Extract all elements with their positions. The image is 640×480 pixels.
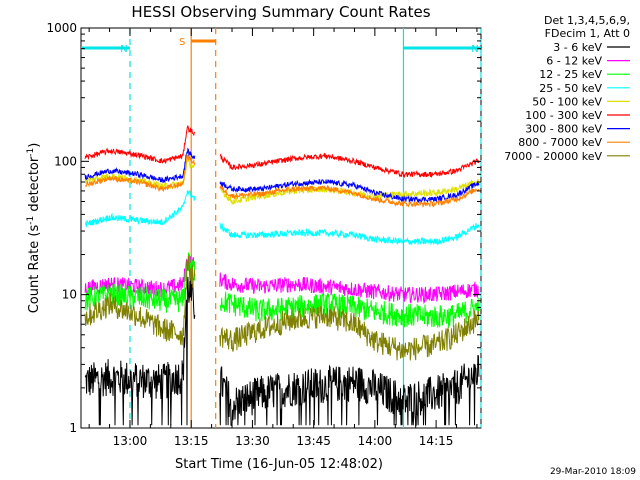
series-line [84, 254, 196, 346]
series-line [219, 222, 480, 246]
series-line [219, 305, 480, 361]
x-tick-label: 14:15 [419, 434, 454, 448]
x-tick-label: 13:45 [296, 434, 331, 448]
legend-label: 100 - 300 keV [525, 109, 602, 122]
chart-title: HESSI Observing Summary Count Rates [131, 3, 430, 21]
legend: Det 1,3,4,5,6,9, FDecim 1, Att 0 3 - 6 k… [504, 14, 630, 163]
y-tick-label: 1000 [46, 21, 77, 35]
x-tick-label: 14:00 [358, 434, 393, 448]
legend-label: 3 - 6 keV [553, 41, 602, 54]
series-line [84, 158, 196, 190]
x-axis-label: Start Time (16-Jun-05 12:48:02) [175, 457, 383, 472]
legend-label: 12 - 25 keV [539, 68, 602, 81]
y-axis-label: Count Rate (s-1 detector-1) [26, 143, 42, 314]
marker-label: S [179, 37, 185, 48]
series-line [84, 190, 196, 228]
vertical-lines [129, 28, 482, 428]
y-tick-label: 10 [62, 288, 77, 302]
marker-label: N [120, 44, 127, 55]
date-stamp: 29-Mar-2010 18:09 [550, 467, 636, 477]
legend-header-2: FDecim 1, Att 0 [545, 27, 630, 40]
series-line [85, 154, 196, 193]
legend-label: 7000 - 20000 keV [504, 150, 602, 163]
legend-label: 800 - 7000 keV [518, 136, 602, 149]
series-line [84, 252, 196, 313]
legend-header-1: Det 1,3,4,5,6,9, [544, 14, 630, 27]
series-line [219, 291, 480, 328]
attenuator-markers: N NS [81, 37, 481, 55]
x-tick-label: 13:30 [235, 434, 270, 448]
x-tick-label: 13:15 [174, 434, 209, 448]
marker-label: N [471, 44, 478, 55]
legend-label: 300 - 800 keV [525, 123, 602, 136]
legend-label: 25 - 50 keV [539, 82, 602, 95]
series-line [219, 354, 480, 426]
legend-label: 6 - 12 keV [546, 55, 602, 68]
series-line [219, 178, 480, 204]
series-line [219, 272, 480, 305]
y-tick-label: 1 [69, 421, 77, 435]
legend-label: 50 - 100 keV [532, 95, 602, 108]
series-line [84, 147, 196, 184]
y-axis-ticks: 1 10 100 1000 [46, 21, 481, 435]
x-tick-label: 13:00 [113, 434, 148, 448]
series-line [84, 124, 196, 164]
series-group [84, 124, 480, 426]
series-line [219, 152, 480, 179]
series-line [84, 276, 196, 426]
series-line [219, 184, 480, 208]
x-axis-ticks: 13:00 13:15 13:30 13:45 14:00 14:15 [88, 28, 478, 448]
y-tick-label: 100 [54, 154, 77, 168]
